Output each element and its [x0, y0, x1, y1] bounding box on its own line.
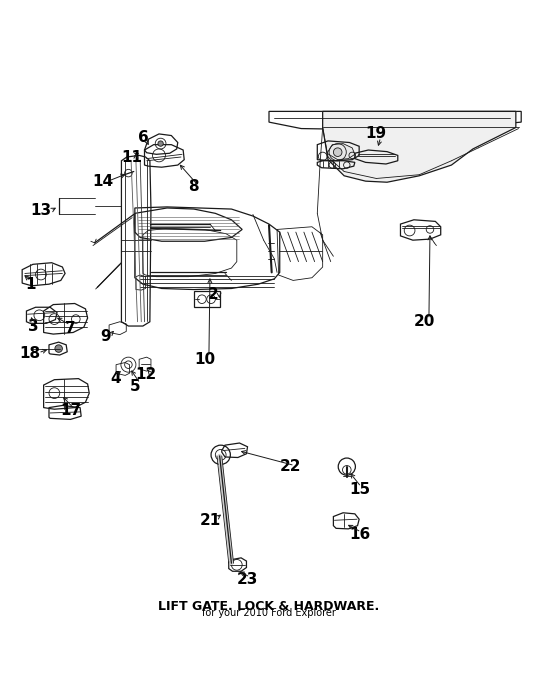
Text: 8: 8	[188, 179, 199, 194]
Text: 13: 13	[30, 203, 52, 218]
Text: 12: 12	[135, 367, 156, 382]
Text: 22: 22	[280, 459, 301, 474]
Circle shape	[55, 345, 62, 352]
Text: 20: 20	[414, 314, 435, 329]
Text: LIFT GATE. LOCK & HARDWARE.: LIFT GATE. LOCK & HARDWARE.	[158, 600, 380, 613]
Text: 18: 18	[20, 346, 41, 361]
Polygon shape	[468, 115, 494, 125]
Text: 10: 10	[194, 352, 215, 367]
Text: 2: 2	[207, 288, 218, 302]
Text: for your 2010 Ford Explorer: for your 2010 Ford Explorer	[202, 607, 336, 618]
Text: 4: 4	[111, 371, 122, 386]
Circle shape	[158, 141, 164, 146]
Polygon shape	[327, 144, 355, 160]
Text: 11: 11	[122, 149, 143, 165]
Text: 14: 14	[92, 174, 113, 188]
Text: 21: 21	[200, 513, 221, 528]
Text: 6: 6	[138, 130, 148, 145]
Text: 15: 15	[350, 482, 371, 497]
Text: 7: 7	[65, 321, 76, 336]
Text: 17: 17	[60, 403, 81, 418]
Text: 16: 16	[350, 527, 371, 541]
Text: 3: 3	[27, 318, 38, 334]
Text: 1: 1	[25, 277, 36, 292]
Text: 19: 19	[366, 126, 387, 141]
Circle shape	[334, 148, 342, 156]
Bar	[194, 291, 220, 307]
Text: 9: 9	[100, 329, 111, 344]
Text: 23: 23	[237, 572, 258, 587]
Polygon shape	[323, 111, 516, 182]
Text: 5: 5	[130, 379, 140, 393]
